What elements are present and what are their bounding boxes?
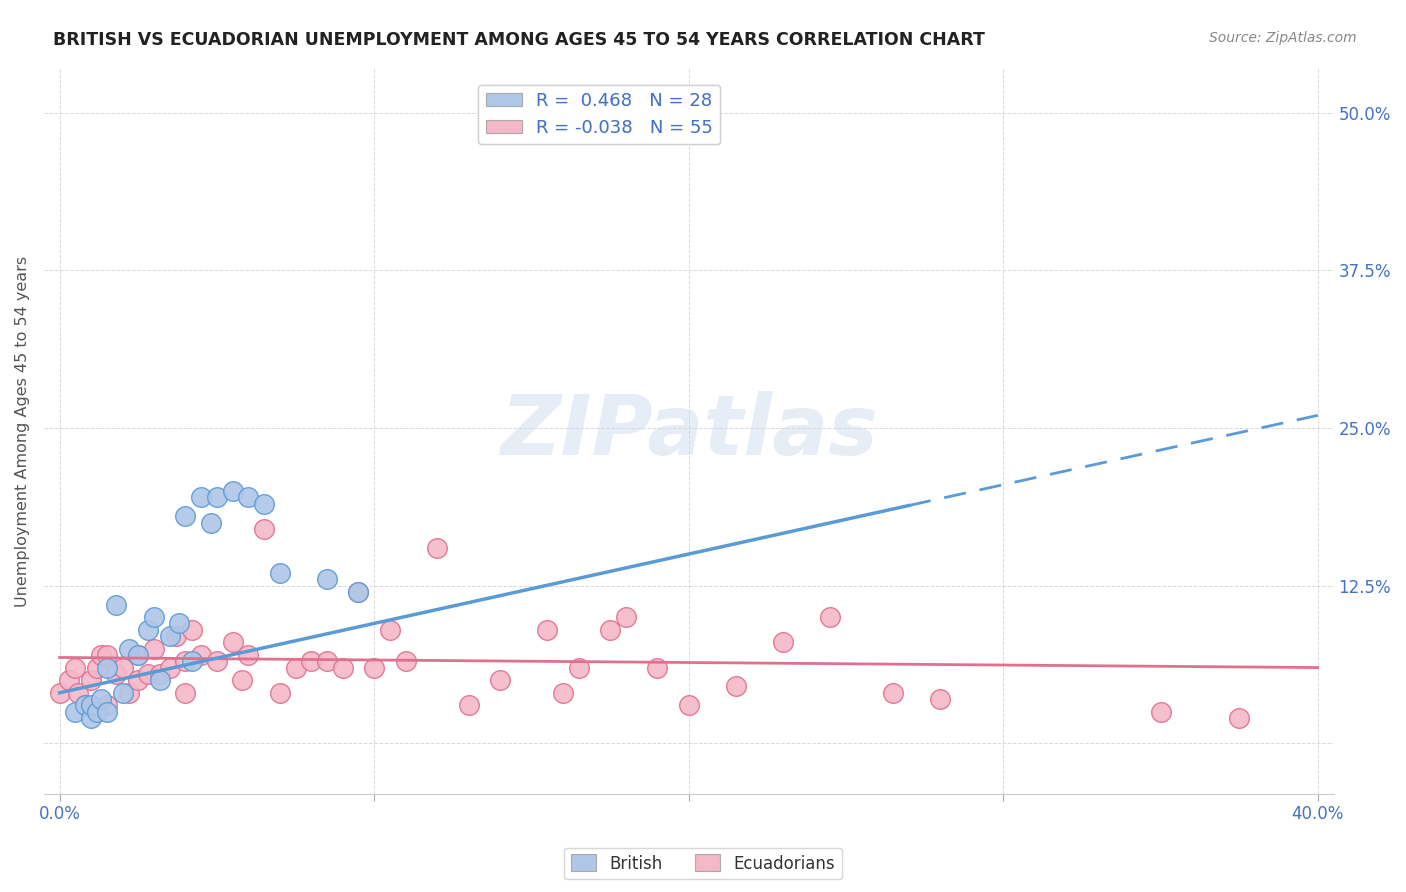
Point xyxy=(568,660,591,674)
Point xyxy=(159,660,181,674)
Point xyxy=(96,660,118,674)
Point xyxy=(149,673,172,688)
Point xyxy=(238,491,260,505)
Point xyxy=(347,585,370,599)
Point xyxy=(80,673,103,688)
Point xyxy=(165,629,187,643)
Point xyxy=(80,711,103,725)
Point xyxy=(363,660,385,674)
Point xyxy=(299,654,322,668)
Point xyxy=(65,660,87,674)
Point xyxy=(65,705,87,719)
Point xyxy=(180,623,202,637)
Point xyxy=(205,654,228,668)
Point xyxy=(200,516,222,530)
Point xyxy=(127,673,149,688)
Point xyxy=(89,692,111,706)
Point xyxy=(724,680,747,694)
Point xyxy=(136,623,159,637)
Point xyxy=(96,705,118,719)
Point xyxy=(332,660,354,674)
Point xyxy=(143,641,166,656)
Point xyxy=(253,497,276,511)
Point xyxy=(238,648,260,662)
Point xyxy=(174,509,197,524)
Point xyxy=(190,648,212,662)
Point xyxy=(143,610,166,624)
Point xyxy=(253,522,276,536)
Point xyxy=(536,623,558,637)
Point xyxy=(167,616,190,631)
Point xyxy=(127,648,149,662)
Point xyxy=(1149,705,1171,719)
Point xyxy=(80,698,103,713)
Point xyxy=(180,654,202,668)
Point xyxy=(231,673,253,688)
Y-axis label: Unemployment Among Ages 45 to 54 years: Unemployment Among Ages 45 to 54 years xyxy=(15,255,30,607)
Point xyxy=(67,686,90,700)
Point xyxy=(48,686,70,700)
Point xyxy=(105,598,128,612)
Point xyxy=(378,623,401,637)
Point xyxy=(284,660,307,674)
Legend: R =  0.468   N = 28, R = -0.038   N = 55: R = 0.468 N = 28, R = -0.038 N = 55 xyxy=(478,85,720,145)
Point xyxy=(426,541,449,555)
Point xyxy=(111,686,134,700)
Point xyxy=(73,698,96,713)
Point xyxy=(89,648,111,662)
Point xyxy=(316,654,339,668)
Point xyxy=(86,660,108,674)
Point xyxy=(678,698,700,713)
Point xyxy=(118,641,141,656)
Point xyxy=(269,566,291,580)
Text: Source: ZipAtlas.com: Source: ZipAtlas.com xyxy=(1209,31,1357,45)
Point xyxy=(58,673,80,688)
Point xyxy=(1227,711,1250,725)
Point xyxy=(205,491,228,505)
Point xyxy=(347,585,370,599)
Legend: British, Ecuadorians: British, Ecuadorians xyxy=(564,847,842,880)
Text: ZIPatlas: ZIPatlas xyxy=(499,391,877,472)
Point xyxy=(772,635,794,649)
Point xyxy=(221,483,243,498)
Point xyxy=(457,698,479,713)
Point xyxy=(599,623,621,637)
Point xyxy=(489,673,512,688)
Point xyxy=(96,648,118,662)
Text: BRITISH VS ECUADORIAN UNEMPLOYMENT AMONG AGES 45 TO 54 YEARS CORRELATION CHART: BRITISH VS ECUADORIAN UNEMPLOYMENT AMONG… xyxy=(53,31,986,49)
Point xyxy=(96,698,118,713)
Point xyxy=(111,660,134,674)
Point xyxy=(174,654,197,668)
Point xyxy=(136,666,159,681)
Point xyxy=(159,629,181,643)
Point xyxy=(73,698,96,713)
Point xyxy=(86,705,108,719)
Point xyxy=(118,686,141,700)
Point xyxy=(316,572,339,586)
Point xyxy=(551,686,574,700)
Point xyxy=(820,610,842,624)
Point xyxy=(614,610,637,624)
Point xyxy=(174,686,197,700)
Point xyxy=(190,491,212,505)
Point xyxy=(882,686,904,700)
Point xyxy=(221,635,243,649)
Point xyxy=(269,686,291,700)
Point xyxy=(127,648,149,662)
Point xyxy=(394,654,416,668)
Point xyxy=(149,666,172,681)
Point xyxy=(929,692,952,706)
Point xyxy=(105,666,128,681)
Point xyxy=(645,660,668,674)
